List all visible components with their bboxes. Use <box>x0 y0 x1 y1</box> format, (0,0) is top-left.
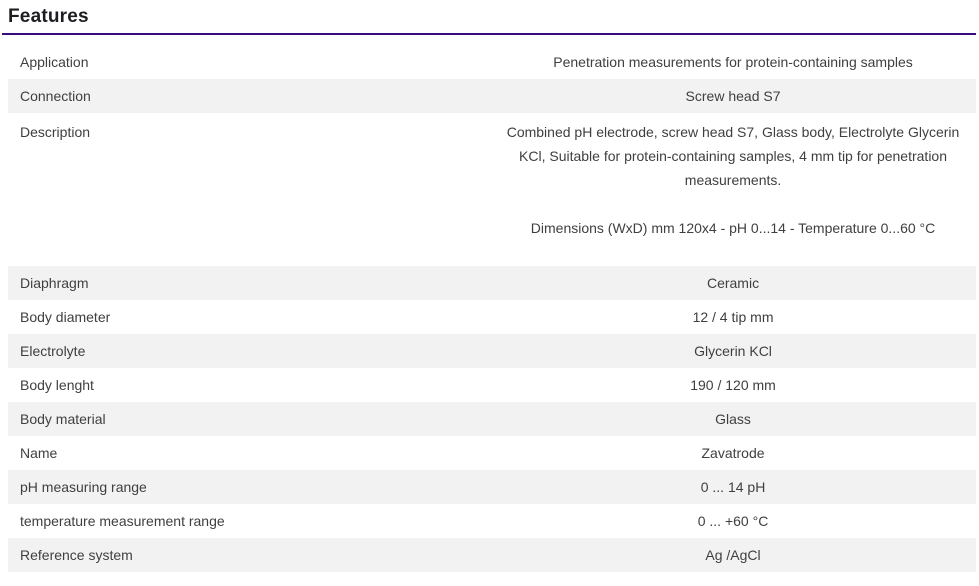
table-row-description: Description Combined pH electrode, screw… <box>8 113 976 266</box>
feature-label: Name <box>20 445 58 461</box>
feature-label: Description <box>20 124 91 140</box>
table-row-diaphragm: Diaphragm Ceramic <box>8 266 976 300</box>
feature-value: Ag /AgCl <box>705 547 761 563</box>
table-row-ph-measuring-range: pH measuring range 0 ... 14 pH <box>8 470 976 504</box>
feature-label: pH measuring range <box>20 479 147 495</box>
page-title: Features <box>8 6 89 27</box>
table-row-application: Application Penetration measurements for… <box>8 45 976 79</box>
feature-value: Glycerin KCl <box>694 343 772 359</box>
feature-value: Ceramic <box>706 275 760 291</box>
table-row-name: Name Zavatrode <box>8 436 976 470</box>
feature-label: Diaphragm <box>20 275 89 291</box>
table-row-temperature-measurement-range: temperature measurement range 0 ... +60 … <box>8 504 976 538</box>
description-paragraph: Combined pH electrode, screw head S7, Gl… <box>506 124 960 188</box>
feature-value: 0 ... 14 pH <box>700 479 766 495</box>
table-row-body-diameter: Body diameter 12 / 4 tip mm <box>8 300 976 334</box>
feature-label: Body material <box>20 411 106 427</box>
table-row-body-lenght: Body lenght 190 / 120 mm <box>8 368 976 402</box>
table-row-reference-system: Reference system Ag /AgCl <box>8 538 976 572</box>
feature-label: Application <box>20 54 89 70</box>
feature-value: 190 / 120 mm <box>690 377 776 393</box>
feature-value: Combined pH electrode, screw head S7, Gl… <box>490 120 976 240</box>
features-header: Features <box>2 6 976 35</box>
feature-value: Glass <box>715 411 751 427</box>
feature-label: Body lenght <box>20 377 94 393</box>
table-row-body-material: Body material Glass <box>8 402 976 436</box>
table-row-electrolyte: Electrolyte Glycerin KCl <box>8 334 976 368</box>
feature-value: Screw head S7 <box>685 88 781 104</box>
feature-label: temperature measurement range <box>20 513 225 529</box>
feature-value: 12 / 4 tip mm <box>692 309 774 325</box>
features-table: Application Penetration measurements for… <box>8 45 976 572</box>
feature-label: Reference system <box>20 547 133 563</box>
feature-value: Zavatrode <box>701 445 765 461</box>
feature-value: 0 ... +60 °C <box>697 513 769 529</box>
table-row-connection: Connection Screw head S7 <box>8 79 976 113</box>
feature-label: Connection <box>20 88 91 104</box>
feature-label: Body diameter <box>20 309 111 325</box>
description-dimensions: Dimensions (WxD) mm 120x4 - pH 0...14 - … <box>530 220 936 236</box>
features-page: Features Application Penetration measure… <box>2 6 976 572</box>
feature-value: Penetration measurements for protein-con… <box>553 54 913 70</box>
feature-label: Electrolyte <box>20 343 86 359</box>
